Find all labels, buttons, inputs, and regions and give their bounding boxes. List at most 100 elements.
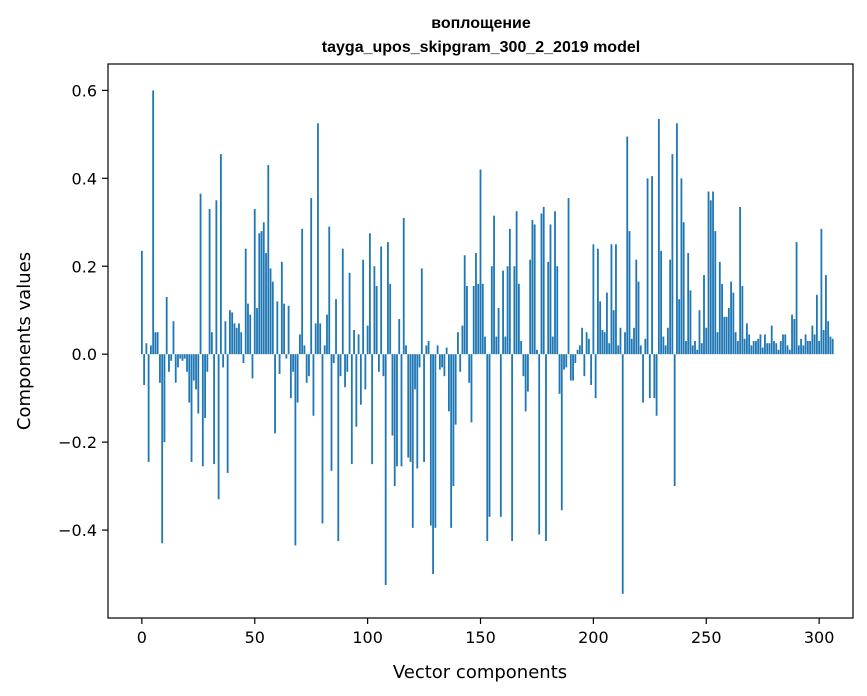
bar <box>197 354 200 414</box>
bar <box>276 301 279 355</box>
bar <box>527 354 529 392</box>
bar <box>572 354 574 381</box>
bar <box>170 354 173 361</box>
bar <box>267 165 270 355</box>
bar <box>673 354 676 487</box>
bar <box>447 354 450 412</box>
bar <box>703 275 705 355</box>
bar <box>229 310 231 355</box>
bar <box>177 354 179 368</box>
bar <box>145 343 148 355</box>
bar <box>289 354 292 399</box>
bar <box>280 261 283 355</box>
bar <box>195 354 197 390</box>
bar <box>348 272 351 355</box>
bar <box>235 327 238 355</box>
bar <box>723 316 726 355</box>
bar <box>578 345 581 355</box>
x-tick-label: 50 <box>245 628 265 647</box>
bar <box>387 242 389 355</box>
bar <box>583 354 586 377</box>
bar <box>757 338 760 355</box>
y-tick-label: 0.4 <box>72 169 97 188</box>
bar <box>804 334 807 355</box>
bar <box>357 334 360 355</box>
bar <box>183 354 186 359</box>
bar <box>716 332 719 355</box>
bar <box>165 297 168 355</box>
bar <box>599 301 602 355</box>
bar <box>775 343 778 355</box>
bar <box>317 123 319 355</box>
bar <box>337 354 340 542</box>
x-tick-label: 200 <box>578 628 609 647</box>
x-axis-label: Vector components <box>393 662 567 683</box>
bar <box>380 246 383 355</box>
bar <box>224 321 227 355</box>
bar <box>617 345 620 355</box>
bar <box>470 354 473 423</box>
bar <box>382 354 385 377</box>
bar <box>477 283 480 355</box>
bar <box>662 336 665 355</box>
bar <box>556 266 559 355</box>
bar <box>222 354 225 368</box>
bar <box>206 354 209 372</box>
bar <box>459 354 462 372</box>
bar <box>285 354 288 359</box>
bar <box>310 198 313 355</box>
bar <box>506 266 509 355</box>
bar <box>262 222 265 355</box>
bar <box>531 220 534 355</box>
bar <box>468 354 471 383</box>
bar <box>725 316 728 355</box>
bar <box>797 345 800 355</box>
bar <box>495 336 498 355</box>
bar <box>143 354 146 385</box>
bar <box>323 345 326 355</box>
bar <box>371 354 374 465</box>
bar <box>292 354 295 372</box>
bar <box>678 299 681 355</box>
bar <box>400 354 403 467</box>
bar <box>192 354 195 381</box>
bar <box>730 281 732 355</box>
bar <box>806 341 809 355</box>
bar <box>558 354 561 394</box>
bar <box>344 354 346 388</box>
x-tick-label: 100 <box>352 628 383 647</box>
bar <box>208 209 211 355</box>
bar <box>253 209 256 355</box>
bar <box>517 283 520 355</box>
bar <box>741 286 744 355</box>
bar <box>375 286 378 355</box>
bar <box>676 123 678 355</box>
bar <box>811 325 814 355</box>
bar <box>587 338 590 355</box>
bar <box>619 327 622 355</box>
bar <box>689 290 692 355</box>
bar <box>308 354 310 377</box>
bar <box>174 354 177 383</box>
bar <box>547 261 550 355</box>
bar <box>231 312 234 355</box>
bar <box>353 330 355 355</box>
bar <box>784 334 787 355</box>
bar <box>341 248 344 355</box>
bar <box>389 283 392 355</box>
bar <box>750 345 753 355</box>
bar <box>156 332 159 355</box>
bar <box>163 354 166 443</box>
bar <box>294 354 297 546</box>
bar <box>425 345 428 355</box>
bar <box>671 154 674 355</box>
bar <box>752 341 755 355</box>
bar <box>391 354 394 436</box>
y-tick-label: −0.2 <box>58 433 97 452</box>
bar <box>181 354 184 361</box>
bar <box>511 354 514 542</box>
bar <box>502 270 504 355</box>
bar <box>219 154 222 355</box>
bar <box>554 211 556 355</box>
bar <box>445 347 448 355</box>
